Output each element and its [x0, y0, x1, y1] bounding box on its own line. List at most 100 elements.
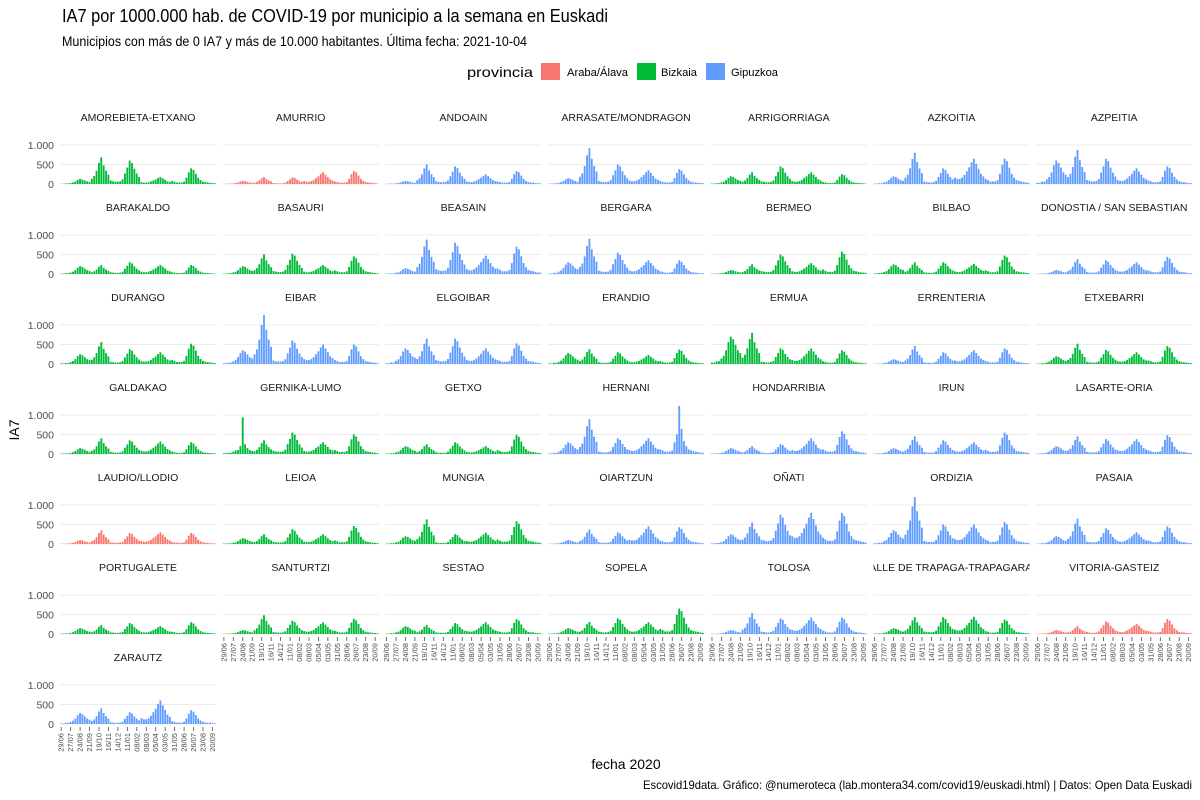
bar	[836, 358, 839, 364]
bar	[1064, 272, 1067, 274]
bar	[1166, 346, 1169, 364]
bar	[612, 538, 614, 544]
bar	[161, 705, 164, 724]
bar	[1086, 632, 1088, 634]
bar	[307, 272, 310, 274]
bar	[770, 540, 772, 544]
facet-strip-label: LEIOA	[285, 472, 316, 484]
bar	[107, 539, 110, 544]
bar	[456, 443, 459, 454]
bar	[348, 356, 351, 364]
bar	[234, 450, 237, 454]
bar	[131, 350, 133, 364]
bar	[86, 451, 89, 454]
bar	[954, 177, 956, 184]
bar	[560, 182, 562, 184]
bar	[95, 629, 98, 634]
bar	[1006, 620, 1008, 634]
bar	[520, 350, 523, 364]
bar	[1024, 272, 1027, 274]
x-tick-label: 28/06	[505, 643, 514, 662]
bar	[1100, 536, 1103, 544]
bar	[1020, 451, 1023, 454]
bar	[329, 540, 332, 544]
bar	[1128, 358, 1131, 364]
bar	[145, 719, 148, 724]
bar	[93, 631, 96, 634]
bar	[539, 363, 542, 364]
x-tick-label: 29/06	[57, 733, 66, 752]
bar	[390, 273, 393, 274]
bar	[72, 542, 74, 544]
bar	[763, 632, 765, 634]
bar	[892, 448, 895, 454]
bar	[491, 539, 494, 544]
bar	[525, 358, 527, 364]
x-tick-label: 20/09	[371, 643, 380, 662]
bar	[786, 356, 789, 364]
bar	[555, 272, 558, 274]
bar	[602, 182, 605, 184]
bar	[1171, 262, 1173, 274]
bar	[647, 526, 650, 544]
bar	[355, 346, 358, 364]
bar	[225, 453, 228, 454]
bar	[439, 543, 442, 544]
bar	[798, 271, 801, 274]
bar	[1062, 172, 1065, 184]
bar	[465, 269, 468, 274]
bar	[515, 619, 518, 634]
bar	[513, 174, 516, 184]
bar	[729, 630, 732, 634]
bar	[159, 626, 162, 634]
bar	[803, 446, 806, 454]
bar	[744, 627, 746, 634]
bar	[1152, 362, 1155, 364]
bar	[906, 529, 909, 544]
bar	[1156, 182, 1159, 184]
bar	[645, 440, 648, 454]
bar	[1043, 181, 1046, 184]
bar	[885, 452, 888, 454]
bar	[1145, 360, 1147, 364]
bar	[506, 361, 508, 364]
bar	[675, 263, 678, 274]
bar	[855, 632, 858, 634]
bar	[112, 272, 115, 274]
bar	[1173, 446, 1176, 454]
bar	[1180, 541, 1183, 544]
bar	[267, 624, 270, 635]
bar	[1043, 543, 1046, 544]
bar	[645, 262, 648, 274]
bar	[699, 452, 702, 454]
bar	[1161, 176, 1164, 184]
bar	[413, 182, 416, 184]
bar	[987, 540, 989, 544]
bar	[805, 523, 808, 544]
bar	[112, 452, 115, 454]
bar	[958, 451, 961, 454]
bar	[642, 175, 645, 184]
bar	[213, 183, 216, 184]
facet-panel: ARRIGORRIAGA	[710, 112, 867, 185]
bar	[989, 632, 992, 634]
bar	[157, 443, 159, 454]
bar	[79, 540, 81, 544]
bar	[399, 182, 402, 184]
bar	[105, 629, 107, 634]
bar	[564, 179, 567, 184]
bar	[465, 452, 468, 454]
bar	[628, 180, 631, 184]
bar	[246, 539, 249, 544]
bar	[128, 440, 131, 454]
bar	[831, 451, 834, 454]
bar	[972, 350, 975, 364]
bar	[958, 272, 961, 274]
bar	[1166, 256, 1169, 274]
bar	[640, 446, 643, 454]
x-tick-label: 29/06	[707, 643, 716, 662]
bar	[597, 542, 600, 544]
bar	[777, 623, 780, 634]
bar	[687, 627, 690, 634]
bar	[1178, 541, 1181, 544]
